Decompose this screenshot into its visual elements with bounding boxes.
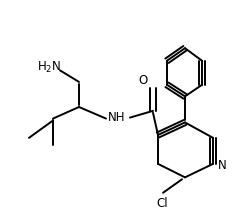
Text: N: N — [218, 159, 227, 172]
Text: O: O — [139, 74, 148, 88]
Text: Cl: Cl — [156, 197, 168, 210]
Text: H$_2$N: H$_2$N — [37, 60, 61, 75]
Text: NH: NH — [108, 111, 126, 124]
